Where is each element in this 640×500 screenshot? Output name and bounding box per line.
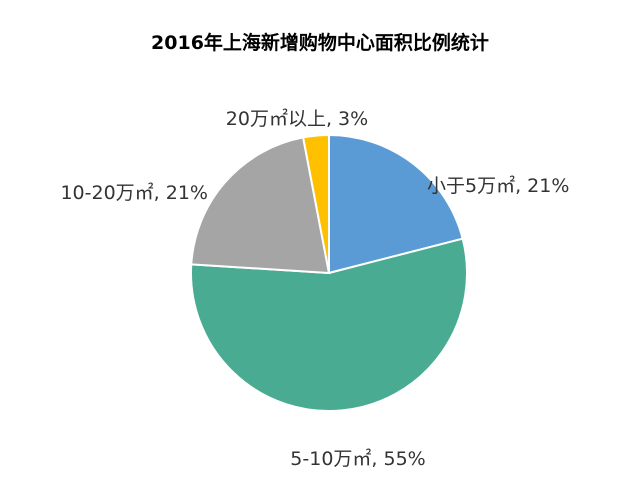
pie-label-1: 小于5万㎡, 21% bbox=[427, 174, 569, 197]
pie-slices bbox=[190, 133, 468, 412]
pie-slice-3 bbox=[190, 136, 331, 275]
pie-slice-4 bbox=[301, 133, 330, 274]
pie-slice-2 bbox=[190, 237, 468, 412]
pie-labels: 小于5万㎡, 21% 5-10万㎡, 55% 10-20万㎡, 21% 20万㎡以上,… bbox=[60, 107, 569, 470]
pie-label-3: 10-20万㎡, 21% bbox=[60, 181, 208, 204]
pie-label-4: 20万㎡以上, 3% bbox=[226, 107, 368, 130]
pie-slice-1 bbox=[328, 133, 464, 275]
pie-label-2: 5-10万㎡, 55% bbox=[290, 447, 425, 470]
chart-title: 2016年上海新增购物中心面积比例统计 bbox=[151, 32, 489, 54]
